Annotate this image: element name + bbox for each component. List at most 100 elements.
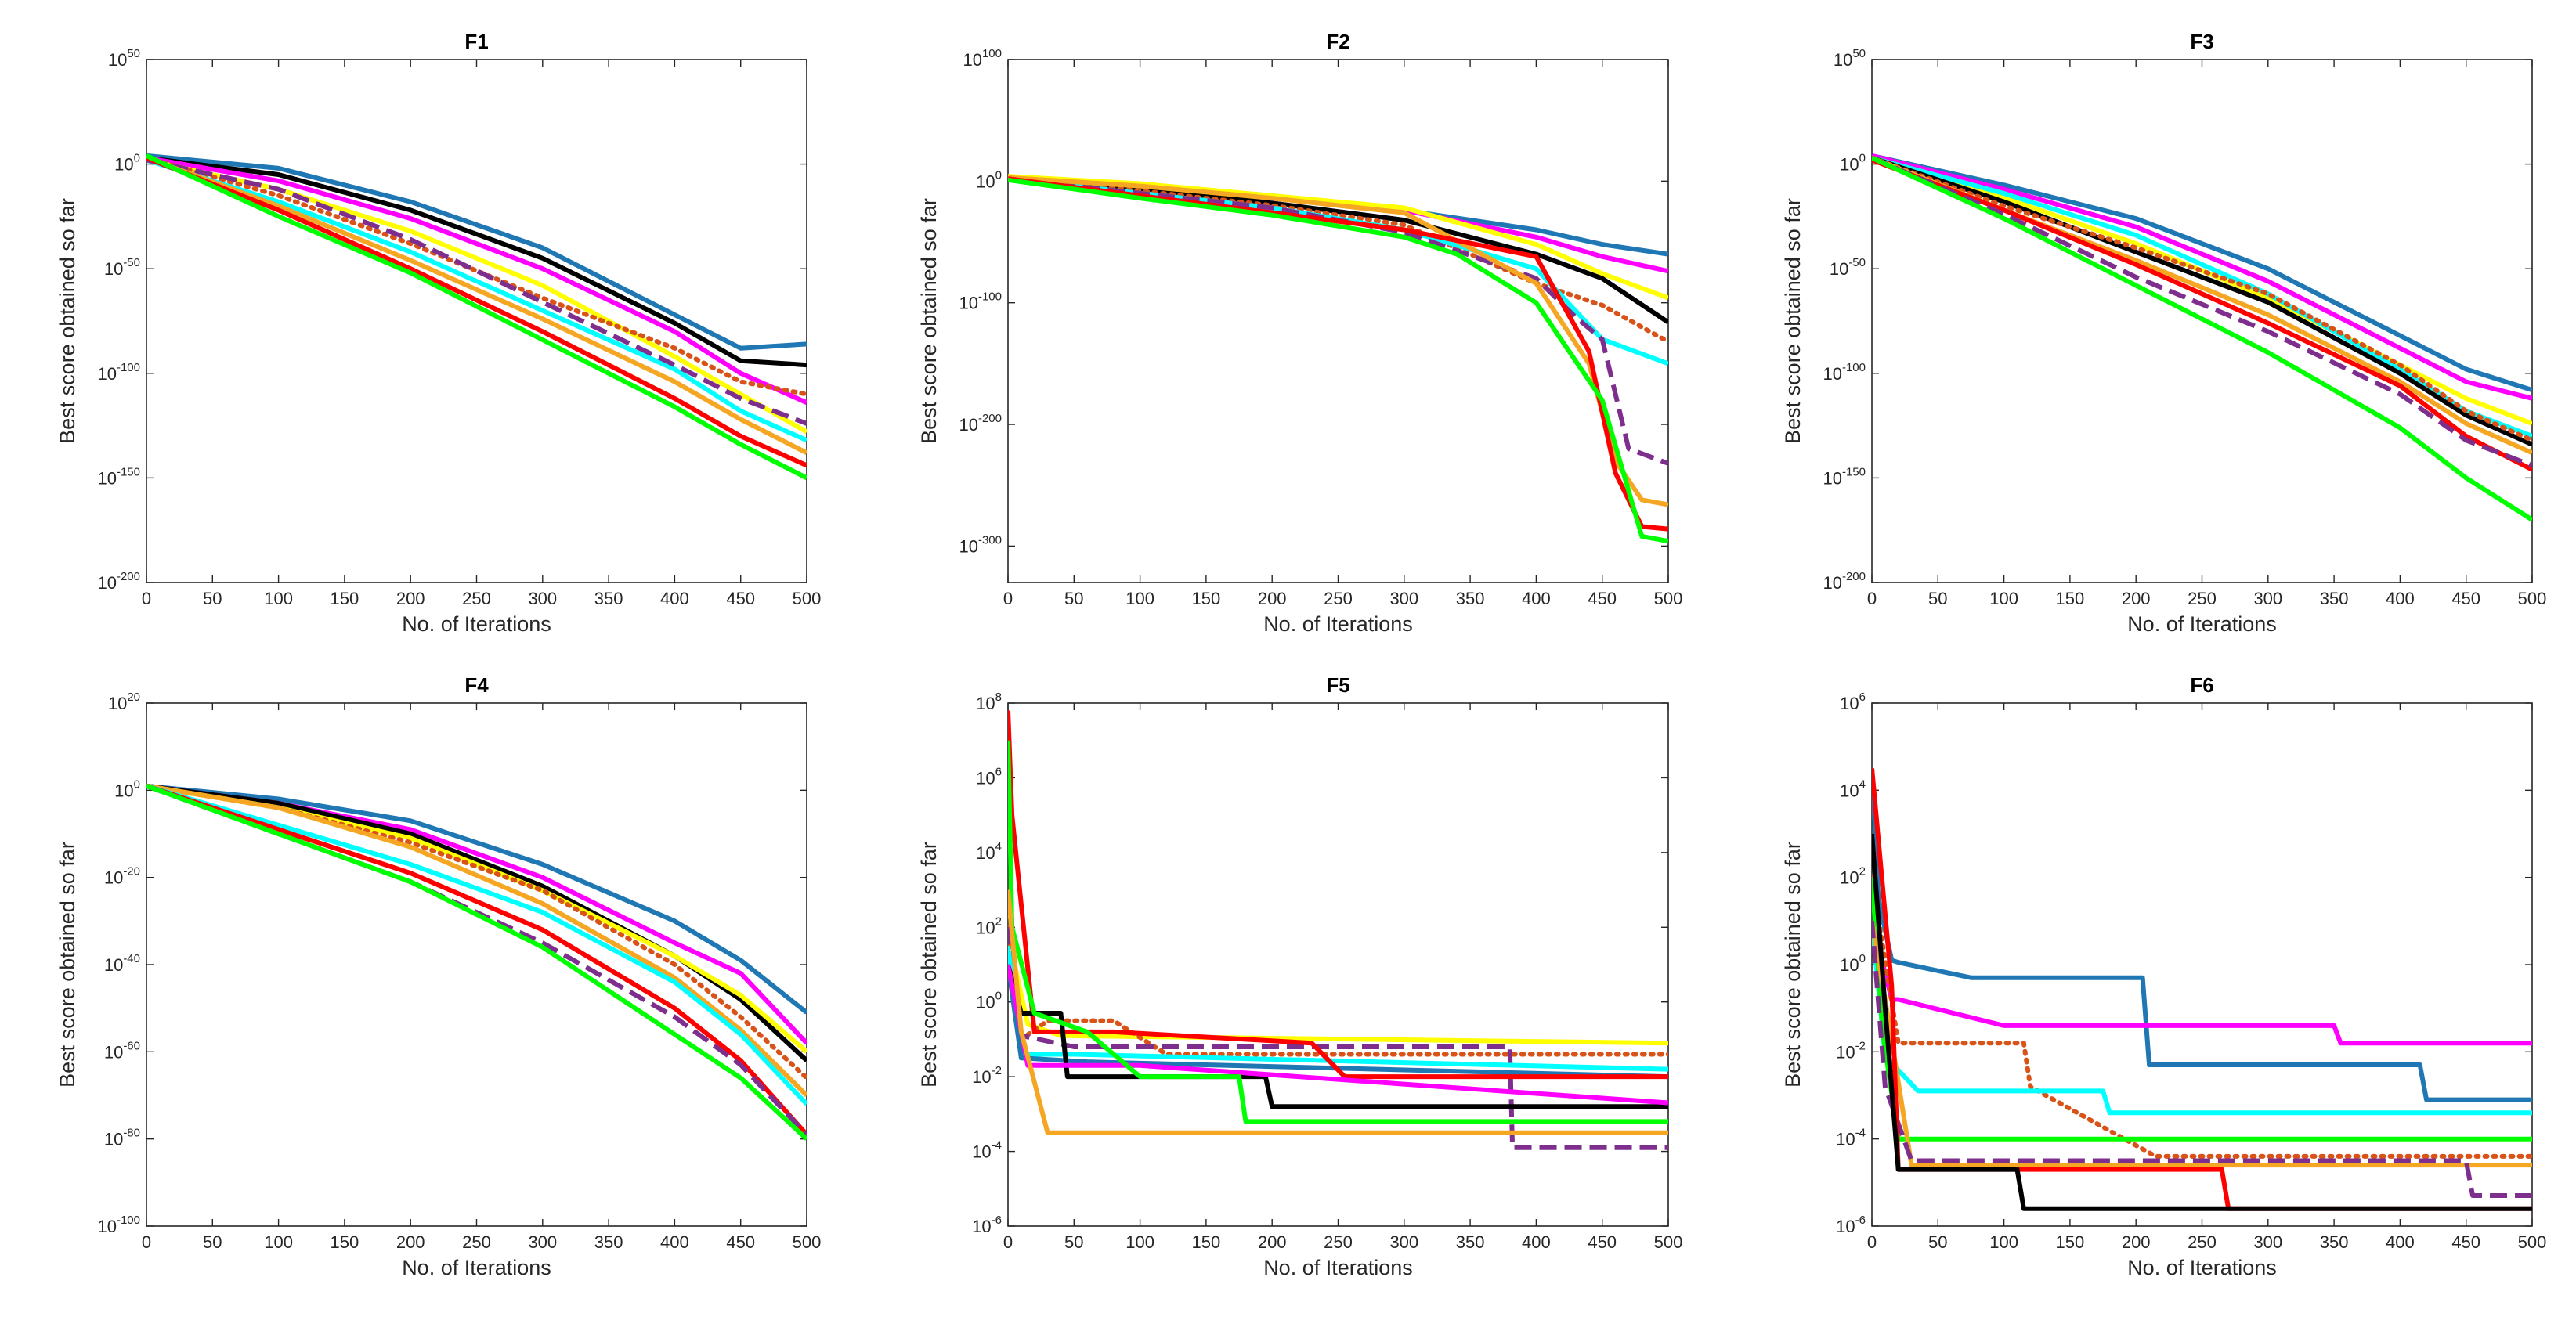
- y-tick-label: 10-80: [104, 1127, 140, 1149]
- series-group: [1008, 174, 1668, 544]
- chart-title: F2: [1326, 30, 1349, 53]
- y-tick-label: 106: [1840, 691, 1866, 713]
- y-tick-label: 1020: [108, 691, 140, 713]
- x-tick-label: 400: [660, 589, 689, 608]
- y-tick-label: 10-2: [1836, 1039, 1866, 1062]
- y-tick-label: 100: [114, 777, 140, 800]
- y-tick-label: 10-50: [1830, 256, 1866, 279]
- chart-panel-f6: F6 0 50 100 150 200 250 300 350 400 450 500 10-6 10-4…: [1781, 673, 2546, 1279]
- series-line-orange-dotted: [1008, 176, 1668, 345]
- chart-title: F6: [2190, 673, 2213, 697]
- series-line-red: [1872, 157, 2532, 472]
- x-tick-label: 400: [1522, 1232, 1551, 1252]
- y-tick-label: 10-150: [1823, 465, 1866, 488]
- x-tick-label: 150: [2056, 589, 2085, 608]
- y-axis-label: Best score obtained so far: [917, 842, 941, 1088]
- x-axis-label: No. of Iterations: [2127, 1256, 2277, 1279]
- y-tick-label: 10-50: [104, 256, 140, 279]
- x-tick-label: 350: [2320, 1232, 2349, 1252]
- series-line-black: [1008, 176, 1668, 325]
- x-tick-label: 50: [1928, 1232, 1947, 1252]
- x-tick-label: 200: [1258, 589, 1287, 608]
- x-tick-label: 50: [1064, 589, 1083, 608]
- x-tick-label: 150: [1192, 1232, 1221, 1252]
- x-axis-label: No. of Iterations: [402, 1256, 551, 1279]
- x-tick-label: 0: [1867, 1232, 1877, 1252]
- x-tick-label: 400: [660, 1232, 689, 1252]
- series-line-black: [1872, 155, 2532, 447]
- series-line-purple-dashed: [146, 157, 807, 426]
- series-line-red: [146, 783, 807, 1137]
- x-tick-label: 50: [203, 589, 222, 608]
- series-line-cyan: [146, 783, 807, 1106]
- chart-panel-f3: F3 0 50 100 150 200 250 300 350 400 450 500 10-200 10…: [1781, 30, 2546, 636]
- series-line-gold: [1008, 889, 1668, 1135]
- x-tick-label: 450: [726, 1232, 755, 1252]
- x-tick-label: 100: [1125, 1232, 1154, 1252]
- x-tick-label: 200: [396, 1232, 425, 1252]
- x-tick-label: 350: [1456, 589, 1485, 608]
- series-line-green: [1872, 155, 2532, 522]
- x-tick-label: 300: [1389, 1232, 1418, 1252]
- series-line-green: [146, 153, 807, 481]
- x-tick-label: 500: [1654, 1232, 1683, 1252]
- x-tick-label: 250: [1324, 1232, 1353, 1252]
- y-tick-label: 108: [976, 691, 1002, 713]
- y-tick-label: 10-200: [1823, 570, 1866, 593]
- series-group: [1008, 710, 1668, 1150]
- x-tick-label: 50: [1064, 1232, 1083, 1252]
- y-tick-label: 100: [1840, 952, 1866, 975]
- series-group: [146, 783, 807, 1141]
- series-line-black: [1872, 833, 2532, 1211]
- x-tick-label: 250: [2188, 1232, 2217, 1252]
- series-line-orange-dotted: [146, 155, 807, 397]
- series-group: [1872, 153, 2532, 522]
- y-tick-label: 100: [1840, 152, 1866, 175]
- chart-title: F4: [464, 673, 489, 697]
- x-tick-label: 0: [142, 1232, 151, 1252]
- y-tick-label: 104: [1840, 777, 1866, 800]
- series-line-green: [1008, 177, 1668, 544]
- y-tick-label: 10-200: [97, 570, 140, 593]
- x-tick-label: 50: [1928, 589, 1947, 608]
- x-axis-label: No. of Iterations: [402, 612, 551, 636]
- x-tick-label: 150: [331, 589, 359, 608]
- y-tick-label: 106: [976, 765, 1002, 788]
- y-tick-label: 100: [976, 168, 1002, 191]
- x-tick-label: 350: [1456, 1232, 1485, 1252]
- x-tick-label: 50: [203, 1232, 222, 1252]
- x-tick-label: 500: [793, 1232, 822, 1252]
- y-tick-label: 10-4: [972, 1139, 1002, 1162]
- chart-panel-f5: F5 0 50 100 150 200 250 300 350 400 450 500 10-6 10-4…: [917, 673, 1682, 1279]
- y-axis-label: Best score obtained so far: [1781, 198, 1805, 444]
- y-tick-label: 10-40: [104, 952, 140, 975]
- chart-title: F1: [464, 30, 488, 53]
- x-tick-label: 0: [1003, 589, 1013, 608]
- chart-title: F5: [1326, 673, 1349, 697]
- chart-panel-f2: F2 0 50 100 150 200 250 300 350 400 450 500 10-300 10…: [917, 30, 1682, 636]
- y-tick-label: 10-4: [1836, 1127, 1866, 1149]
- x-tick-label: 200: [396, 589, 425, 608]
- series-line-blue: [146, 783, 807, 1015]
- y-tick-label: 10-300: [959, 533, 1002, 556]
- series-line-red: [1008, 710, 1668, 1080]
- y-tick-label: 10-200: [959, 412, 1002, 435]
- x-tick-label: 300: [1389, 589, 1418, 608]
- x-tick-label: 500: [2518, 589, 2547, 608]
- plot-area: [146, 702, 807, 1227]
- x-tick-label: 250: [462, 1232, 491, 1252]
- series-line-magenta: [146, 155, 807, 405]
- series-line-blue: [146, 153, 807, 351]
- x-tick-label: 500: [793, 589, 822, 608]
- x-tick-label: 100: [1125, 589, 1154, 608]
- series-line-black: [146, 783, 807, 1062]
- chart-panel-f1: F1 0 50 100 150 200 250 300 350 400 450 500 10-200 10…: [56, 30, 821, 636]
- x-tick-label: 100: [264, 1232, 293, 1252]
- x-tick-label: 300: [2253, 589, 2282, 608]
- series-group: [1872, 768, 2532, 1211]
- x-tick-label: 150: [2056, 1232, 2085, 1252]
- series-line-purple-dashed: [1872, 921, 2532, 1198]
- x-tick-label: 0: [142, 589, 151, 608]
- x-tick-label: 250: [1324, 589, 1353, 608]
- y-tick-label: 10-60: [104, 1039, 140, 1062]
